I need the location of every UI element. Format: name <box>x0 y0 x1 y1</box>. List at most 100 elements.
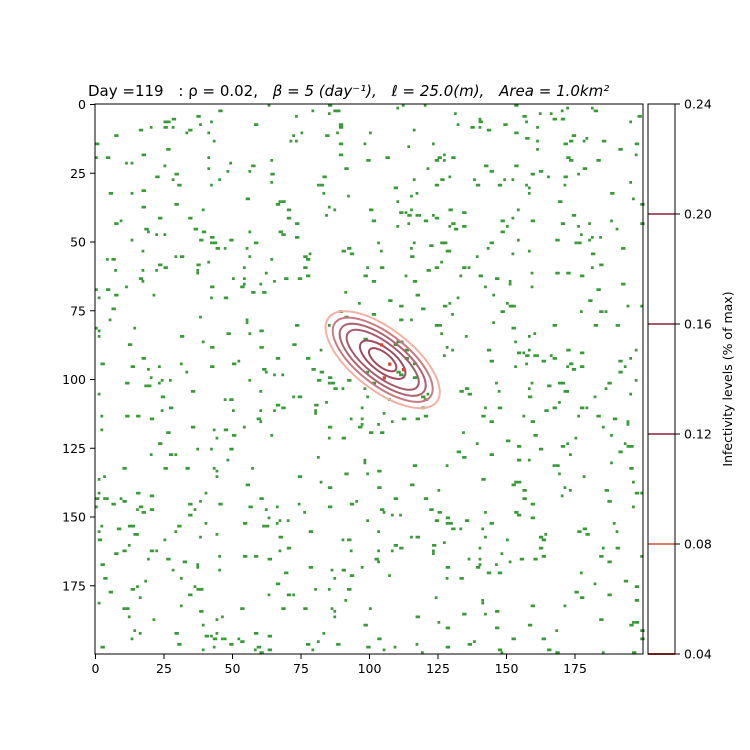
population-cell <box>577 530 582 533</box>
population-cell <box>218 555 222 558</box>
population-cell <box>232 409 235 412</box>
population-cell <box>141 189 146 192</box>
population-cell <box>275 522 279 525</box>
population-cell <box>522 351 526 355</box>
population-cell <box>538 535 544 539</box>
population-cell <box>500 651 504 654</box>
population-cell <box>634 491 640 495</box>
population-cell <box>360 406 364 410</box>
population-cell <box>284 277 289 280</box>
population-cell <box>297 395 303 399</box>
population-cell <box>297 502 301 506</box>
population-cell <box>270 258 274 261</box>
population-cell <box>415 535 420 539</box>
population-cell <box>511 252 515 256</box>
population-cell <box>377 469 382 473</box>
population-cell <box>475 183 481 187</box>
contour-line <box>324 310 441 410</box>
population-cell <box>516 513 522 517</box>
population-cell <box>349 574 355 577</box>
population-cell <box>201 230 207 234</box>
population-cell <box>163 120 168 124</box>
population-cell <box>341 387 345 390</box>
population-cell <box>163 164 167 168</box>
population-cell <box>484 535 487 539</box>
population-cell <box>190 390 196 393</box>
population-cell <box>160 395 166 399</box>
population-cell <box>114 269 117 272</box>
population-cell <box>563 183 567 187</box>
population-cell <box>108 318 112 322</box>
population-cell <box>212 428 216 432</box>
population-cell <box>621 247 626 250</box>
population-cell <box>199 500 202 503</box>
population-cell <box>626 445 631 448</box>
population-cell <box>199 588 204 591</box>
population-cell <box>163 266 168 269</box>
population-cell <box>379 249 383 253</box>
population-cell <box>292 134 296 137</box>
population-cell <box>295 324 300 327</box>
population-cell <box>286 519 290 522</box>
population-cell <box>481 601 485 605</box>
population-cell <box>95 288 98 291</box>
population-cell <box>484 612 487 616</box>
population-cell <box>155 175 160 179</box>
population-cell <box>366 645 371 649</box>
population-cell <box>412 178 416 181</box>
population-cell <box>158 216 163 220</box>
population-cell <box>541 538 547 542</box>
population-cell <box>464 519 470 522</box>
population-cell <box>382 648 386 652</box>
population-cell <box>511 216 515 220</box>
population-cell <box>503 123 508 126</box>
population-cell <box>122 500 127 503</box>
population-cell <box>347 379 352 382</box>
population-cell <box>248 379 252 382</box>
population-cell <box>527 186 531 190</box>
population-cell <box>632 197 635 201</box>
population-cell <box>612 522 616 525</box>
population-cell <box>426 167 430 170</box>
population-cell <box>547 384 552 388</box>
population-cell <box>437 621 441 624</box>
population-cell <box>478 120 483 124</box>
population-cell <box>571 134 577 137</box>
population-cell <box>607 500 612 503</box>
population-cell <box>607 381 612 385</box>
y-tick-label: 175 <box>62 578 86 593</box>
population-cell <box>442 159 446 162</box>
population-cell <box>363 623 368 627</box>
population-cell <box>319 480 323 484</box>
population-cell <box>136 585 139 588</box>
population-cell <box>634 379 638 382</box>
population-cell <box>327 486 333 489</box>
population-cell <box>259 497 264 500</box>
x-tick-label: 125 <box>426 661 450 676</box>
population-cell <box>242 282 246 286</box>
population-cell <box>530 285 534 289</box>
population-cell <box>136 508 139 511</box>
population-cell <box>215 469 219 473</box>
population-cell <box>585 533 590 536</box>
population-cell <box>327 588 331 591</box>
population-cell <box>558 472 561 476</box>
population-cell <box>218 568 222 572</box>
population-cell <box>168 406 174 410</box>
population-cell <box>297 475 303 478</box>
population-cell <box>95 142 100 146</box>
population-cell <box>412 241 416 245</box>
population-cell <box>577 225 580 228</box>
population-cell <box>451 222 456 225</box>
population-cell <box>199 535 202 539</box>
population-cell <box>311 648 315 652</box>
population-cell <box>401 417 407 421</box>
population-cell <box>122 549 127 553</box>
population-cell <box>270 159 274 162</box>
population-cell <box>314 412 317 415</box>
population-cell <box>577 414 580 418</box>
population-cell <box>582 527 588 531</box>
population-cell <box>549 112 553 115</box>
population-cell <box>338 142 344 146</box>
y-tick-label: 0 <box>78 97 86 112</box>
